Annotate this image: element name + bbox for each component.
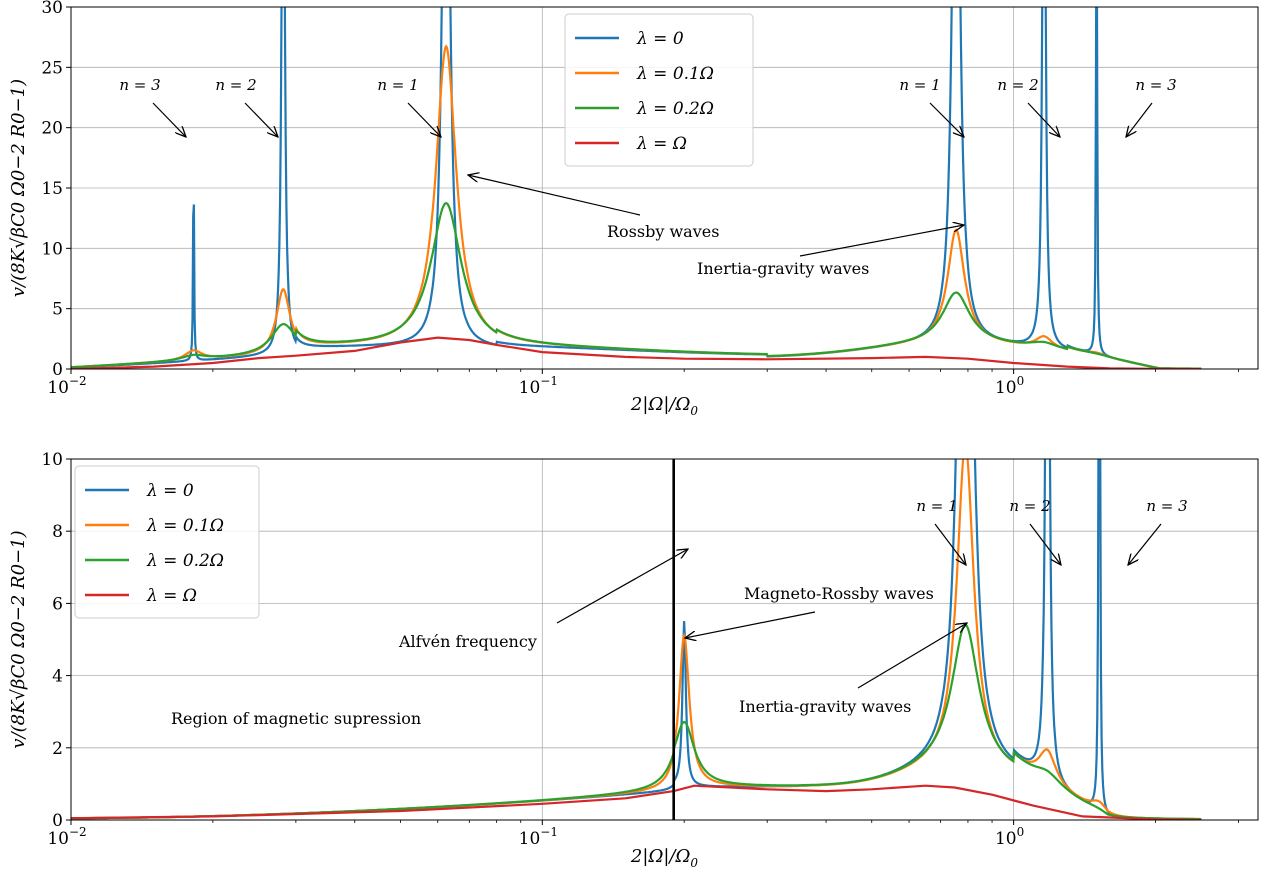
annotation-arrow	[407, 102, 441, 137]
annotation-alfven: Alfvén frequency	[398, 632, 537, 651]
annotation-arrow	[1027, 102, 1060, 137]
annotation-arrow	[1128, 523, 1162, 565]
annotation-suppression: Region of magnetic supression	[171, 709, 421, 728]
y-tick-label: 25	[41, 58, 63, 78]
y-axis-label: v/(8K√βC0 Ω0−2 R0−1)	[8, 79, 29, 297]
annotations: n = 1 n = 2 n = 3 Magneto-Rossby waves Alfvé…	[171, 497, 1188, 728]
annotation-arrow	[1029, 523, 1061, 565]
x-tick-label: 10−1	[519, 374, 558, 398]
series-line	[71, 336, 1202, 369]
annotation-arrow	[556, 549, 688, 624]
annotation-magneto-rossby: Magneto-Rossby waves	[744, 584, 934, 603]
annotation-n2-right: n = 2	[997, 76, 1038, 94]
x-tick-label: 100	[995, 374, 1024, 398]
annotation-n2: n = 2	[1009, 497, 1050, 515]
legend-label: λ = 0.1Ω	[636, 64, 714, 84]
legend-label: λ = 0.1Ω	[146, 516, 224, 536]
legend-box	[74, 465, 260, 619]
top-panel: 0 5 10 15 20 25 30 10−2 10−1 100 2|Ω|/Ω0 v/(8K√βC0 …	[8, 0, 1259, 418]
annotation-arrow	[929, 102, 964, 137]
y-tick-label: 20	[41, 119, 63, 139]
annotation-arrow	[468, 175, 641, 216]
legend-label: λ = Ω	[146, 586, 197, 606]
annotation-arrow	[799, 225, 964, 257]
y-tick-label: 5	[52, 300, 63, 320]
y-tick-label: 8	[52, 522, 63, 542]
y-tick-label: 0	[52, 811, 63, 831]
series-group	[71, 459, 1202, 820]
annotation-arrow	[934, 523, 966, 565]
y-tick-label: 2	[52, 739, 63, 759]
annotation-arrow	[152, 102, 186, 137]
annotation-n1-right: n = 1	[899, 76, 940, 94]
legend: λ = 0 λ = 0.1Ω λ = 0.2Ω λ = Ω	[74, 465, 260, 619]
bottom-panel: 0 2 4 6 8 10 10−2 10−1 100 2|Ω|/Ω0 v/(8K√βC0 Ω0−2 …	[8, 450, 1259, 870]
series-line	[71, 784, 1202, 820]
y-tick-label: 4	[52, 667, 63, 687]
legend-box	[564, 13, 754, 167]
annotation-n3-right: n = 3	[1135, 76, 1176, 94]
series-group	[71, 7, 1202, 369]
x-axis-label: 2|Ω|/Ω0	[630, 394, 699, 418]
legend-label: λ = 0	[146, 481, 194, 501]
annotation-arrow	[685, 611, 816, 638]
legend-label: λ = 0	[636, 29, 684, 49]
y-tick-label: 10	[41, 450, 63, 470]
annotation-n2-left: n = 2	[215, 76, 256, 94]
x-tick-label: 100	[995, 825, 1024, 849]
y-tick-label: 30	[41, 0, 63, 18]
annotation-n3: n = 3	[1146, 497, 1187, 515]
annotation-n1-left: n = 1	[377, 76, 418, 94]
y-axis-label: v/(8K√βC0 Ω0−2 R0−1)	[8, 530, 29, 748]
legend-label: λ = 0.2Ω	[146, 551, 224, 571]
x-tick-label: 10−1	[519, 825, 558, 849]
x-tick-label: 10−2	[47, 825, 86, 849]
y-tick-label: 0	[52, 360, 63, 380]
y-tick-label: 6	[52, 594, 63, 614]
annotation-arrow	[857, 623, 967, 689]
annotation-rossby: Rossby waves	[607, 222, 719, 241]
annotations: n = 3 n = 2 n = 1 n = 1 n = 2 n = 3 Rossby wav…	[119, 76, 1176, 278]
legend-label: λ = 0.2Ω	[636, 99, 714, 119]
x-tick-label: 10−2	[47, 374, 86, 398]
x-axis-label: 2|Ω|/Ω0	[630, 846, 699, 870]
series-line	[71, 202, 1202, 369]
annotation-n3-left: n = 3	[119, 76, 160, 94]
annotation-arrow	[1126, 102, 1153, 137]
annotation-arrow	[244, 102, 278, 137]
annotation-n1: n = 1	[916, 497, 957, 515]
legend-label: λ = Ω	[636, 134, 687, 154]
y-tick-label: 15	[41, 179, 63, 199]
axes-frame	[70, 458, 1259, 821]
legend: λ = 0 λ = 0.1Ω λ = 0.2Ω λ = Ω	[564, 13, 754, 167]
annotation-inertia: Inertia-gravity waves	[739, 697, 911, 716]
y-tick-label: 10	[41, 239, 63, 259]
annotation-inertia: Inertia-gravity waves	[697, 259, 869, 278]
